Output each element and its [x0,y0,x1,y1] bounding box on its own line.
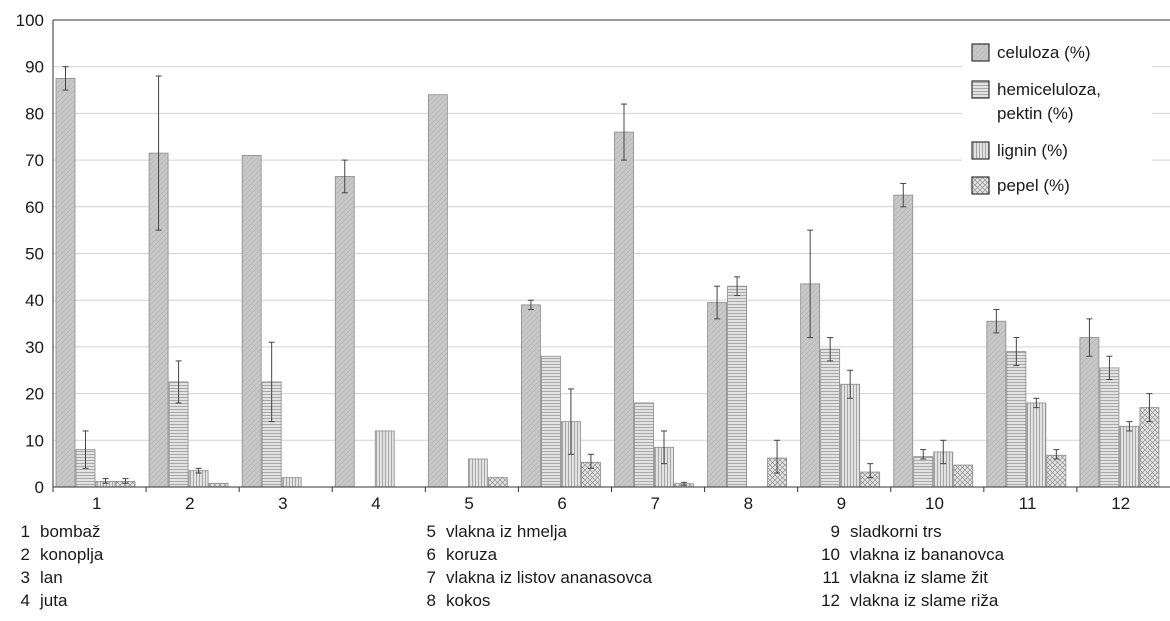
y-tick-label: 90 [25,58,44,77]
legend-swatch-diagonal [971,43,990,62]
legend-swatch-crosshatch [971,176,990,195]
bar-vertical-cat-5 [467,458,488,488]
x-tick-label: 10 [925,494,944,513]
bar-vertical-cat-11 [1026,402,1047,488]
key-item-9: 9 sladkorni trs [818,522,942,542]
key-label: vlakna iz slame žit [850,568,988,587]
key-label: vlakna iz listov ananasovca [446,568,653,587]
y-tick-label: 20 [25,385,44,404]
key-item-1: 1 bombaž [8,522,101,542]
bar-crosshatch-cat-5 [487,477,508,488]
key-label: kokos [446,591,491,610]
key-number: 6 [426,545,436,564]
key-item-4: 4 juta [8,591,68,611]
key-number: 3 [20,568,30,587]
x-tick-label: 9 [837,494,846,513]
key-item-10: 10 vlakna iz bananovca [818,545,1004,565]
key-number: 7 [426,568,436,587]
x-tick-label: 3 [278,494,287,513]
y-tick-label: 50 [25,245,44,264]
x-tick-label: 8 [744,494,753,513]
key-item-11: 11 vlakna iz slame žit [818,568,988,588]
bar-diagonal-cat-8 [707,302,727,488]
key-label: sladkorni trs [850,522,942,541]
y-tick-label: 40 [25,291,44,310]
bar-diagonal-cat-1 [55,77,76,488]
bar-horizontal-cat-9 [820,348,841,488]
legend-label: pektin (%) [997,104,1074,123]
key-label: vlakna iz hmelja [446,522,567,541]
legend-label: hemiceluloza, [997,80,1101,99]
key-label: vlakna iz slame riža [850,591,999,610]
bar-crosshatch-cat-10 [953,464,974,488]
legend-box [962,38,1152,206]
key-item-7: 7 vlakna iz listov ananasovca [414,568,652,588]
y-tick-label: 10 [25,431,44,450]
key-label: vlakna iz bananovca [850,545,1005,564]
bar-vertical-cat-3 [281,477,302,488]
key-label: konoplja [40,545,104,564]
key-label: bombaž [40,522,101,541]
key-number: 5 [426,522,436,541]
y-tick-label: 100 [16,11,44,30]
bar-diagonal-cat-4 [334,176,355,488]
x-tick-label: 1 [92,494,101,513]
key-number: 9 [830,522,840,541]
y-tick-label: 30 [25,338,44,357]
y-tick-label: 80 [25,104,44,123]
bar-diagonal-cat-10 [893,194,914,488]
bar-diagonal-cat-3 [241,155,262,488]
key-number: 2 [20,545,30,564]
x-tick-label: 5 [464,494,473,513]
bar-vertical-cat-4 [374,430,395,488]
key-number: 1 [20,522,30,541]
y-tick-label: 60 [25,198,44,217]
bar-diagonal-cat-12 [1079,337,1100,488]
bar-vertical-cat-12 [1119,425,1140,488]
x-tick-label: 4 [371,494,380,513]
key-item-3: 3 lan [8,568,63,588]
key-label: koruza [446,545,498,564]
key-item-8: 8 kokos [414,591,491,611]
bar-horizontal-cat-10 [913,456,934,488]
bar-horizontal-cat-7 [634,402,654,488]
bar-horizontal-cat-8 [727,285,747,488]
x-tick-label: 11 [1019,494,1037,513]
legend-label: pepel (%) [997,176,1070,195]
bar-crosshatch-cat-2 [208,482,229,488]
legend-swatch-horizontal [971,80,990,99]
key-item-2: 2 konoplja [8,545,104,565]
key-label: juta [40,591,68,610]
x-tick-label: 2 [185,494,194,513]
bar-diagonal-cat-7 [614,131,634,488]
bar-diagonal-cat-6 [521,304,541,488]
bar-crosshatch-cat-11 [1046,454,1067,488]
key-item-5: 5 vlakna iz hmelja [414,522,567,542]
bar-horizontal-cat-6 [541,355,561,488]
key-item-6: 6 koruza [414,545,498,565]
x-tick-label: 7 [651,494,660,513]
legend-label: lignin (%) [997,141,1068,160]
key-number: 12 [821,591,840,610]
bar-horizontal-cat-11 [1006,351,1027,488]
key-number: 4 [20,591,30,610]
key-number: 8 [426,591,436,610]
key-label: lan [40,568,63,587]
bar-horizontal-cat-12 [1099,367,1120,488]
key-item-12: 12 vlakna iz slame riža [818,591,998,611]
x-tick-label: 6 [557,494,566,513]
bar-vertical-cat-9 [840,383,861,488]
x-tick-label: 12 [1111,494,1130,513]
key-number: 11 [822,568,840,587]
legend-label: celuloza (%) [997,43,1091,62]
bar-diagonal-cat-5 [427,94,448,488]
y-tick-label: 70 [25,151,44,170]
bar-diagonal-cat-11 [986,320,1007,488]
y-tick-label: 0 [35,478,44,497]
legend-swatch-vertical [971,141,990,160]
key-number: 10 [821,545,840,564]
